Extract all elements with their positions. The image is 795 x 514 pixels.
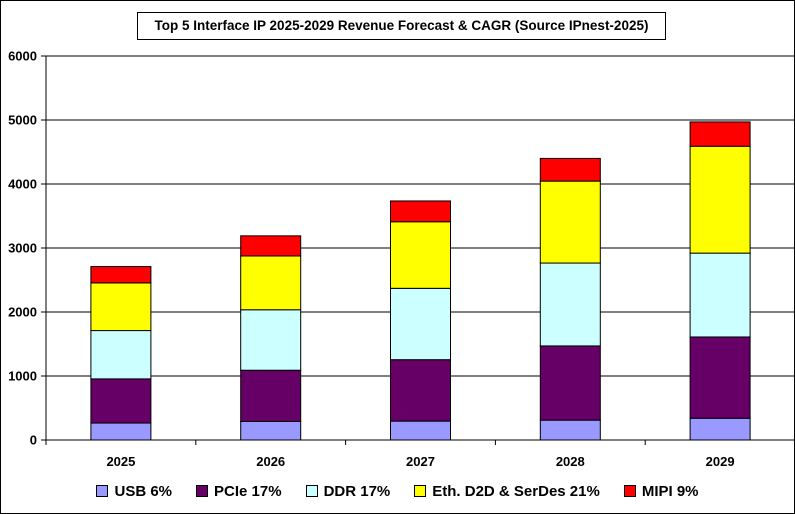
bar-segment-usb-2026 — [240, 420, 302, 441]
bar-segment-usb-2025 — [90, 422, 152, 441]
bar-segment-eth-2029 — [689, 145, 751, 254]
legend-item: PCIe 17% — [196, 483, 282, 500]
bar-segment-eth-2025 — [90, 282, 152, 332]
bar-segment-usb-2029 — [689, 417, 751, 441]
legend-label: DDR 17% — [323, 482, 391, 500]
x-tick-label: 2029 — [706, 454, 735, 469]
axes — [45, 56, 795, 441]
y-tick-label: 3000 — [8, 241, 37, 256]
bar-segment-pcie-2028 — [539, 345, 601, 421]
chart-title: Top 5 Interface IP 2025-2029 Revenue For… — [137, 12, 666, 40]
bar-segment-pcie-2025 — [90, 378, 152, 424]
bar-segment-pcie-2026 — [240, 369, 302, 422]
gridlines — [46, 55, 795, 377]
x-tick-label: 2027 — [406, 454, 435, 469]
bar-segment-pcie-2029 — [689, 336, 751, 419]
bar-segment-mipi-2028 — [539, 157, 601, 182]
bar-segment-eth-2026 — [240, 255, 302, 311]
bar-segment-usb-2027 — [390, 420, 451, 441]
bar-segment-ddr-2029 — [689, 252, 751, 338]
y-axis-ticks: 0 1000 2000 3000 4000 5000 6000 — [8, 49, 46, 448]
legend-swatch — [96, 485, 109, 497]
y-tick-label: 0 — [30, 433, 37, 448]
legend-item: Eth. D2D & SerDes 21% — [414, 483, 600, 500]
legend-label: USB 6% — [114, 482, 173, 500]
legend-swatch — [623, 485, 636, 497]
bar-segment-ddr-2025 — [90, 330, 152, 380]
y-tick-label: 4000 — [8, 177, 37, 192]
bar-segment-eth-2028 — [539, 180, 601, 264]
x-tick-label: 2026 — [256, 454, 285, 469]
legend-item: DDR 17% — [305, 482, 391, 500]
y-tick-label: 6000 — [8, 49, 37, 64]
bar-segment-ddr-2027 — [390, 287, 451, 361]
bar-segment-usb-2028 — [539, 419, 601, 441]
bar-segment-mipi-2026 — [240, 235, 302, 257]
legend-label: PCIe 17% — [214, 482, 282, 500]
x-tick-label: 2025 — [106, 454, 135, 469]
legend-label: MIPI 9% — [641, 482, 699, 500]
bar-segment-mipi-2027 — [390, 200, 451, 223]
x-axis-ticks: 2025 2026 2027 2028 2029 — [45, 440, 735, 469]
bar-segment-ddr-2026 — [240, 309, 302, 371]
legend-swatch — [414, 485, 427, 497]
legend: USB 6% PCIe 17% DDR 17% Eth. D2D & SerDes 2… — [0, 480, 795, 502]
legend-item: USB 6% — [96, 483, 172, 500]
y-tick-label: 2000 — [8, 305, 37, 320]
bar-segment-mipi-2025 — [90, 266, 152, 284]
legend-swatch — [305, 485, 318, 497]
bar-segment-mipi-2029 — [689, 121, 751, 147]
y-tick-label: 5000 — [8, 113, 37, 128]
x-tick-label: 2028 — [556, 454, 585, 469]
bar-segment-ddr-2028 — [539, 262, 601, 347]
y-tick-label: 1000 — [8, 369, 37, 384]
bar-segment-pcie-2027 — [390, 359, 451, 422]
bar-segment-eth-2027 — [390, 221, 451, 289]
bars — [90, 121, 751, 441]
legend-swatch — [196, 485, 209, 497]
legend-item: MIPI 9% — [623, 482, 699, 500]
legend-label: Eth. D2D & SerDes 21% — [432, 482, 600, 500]
